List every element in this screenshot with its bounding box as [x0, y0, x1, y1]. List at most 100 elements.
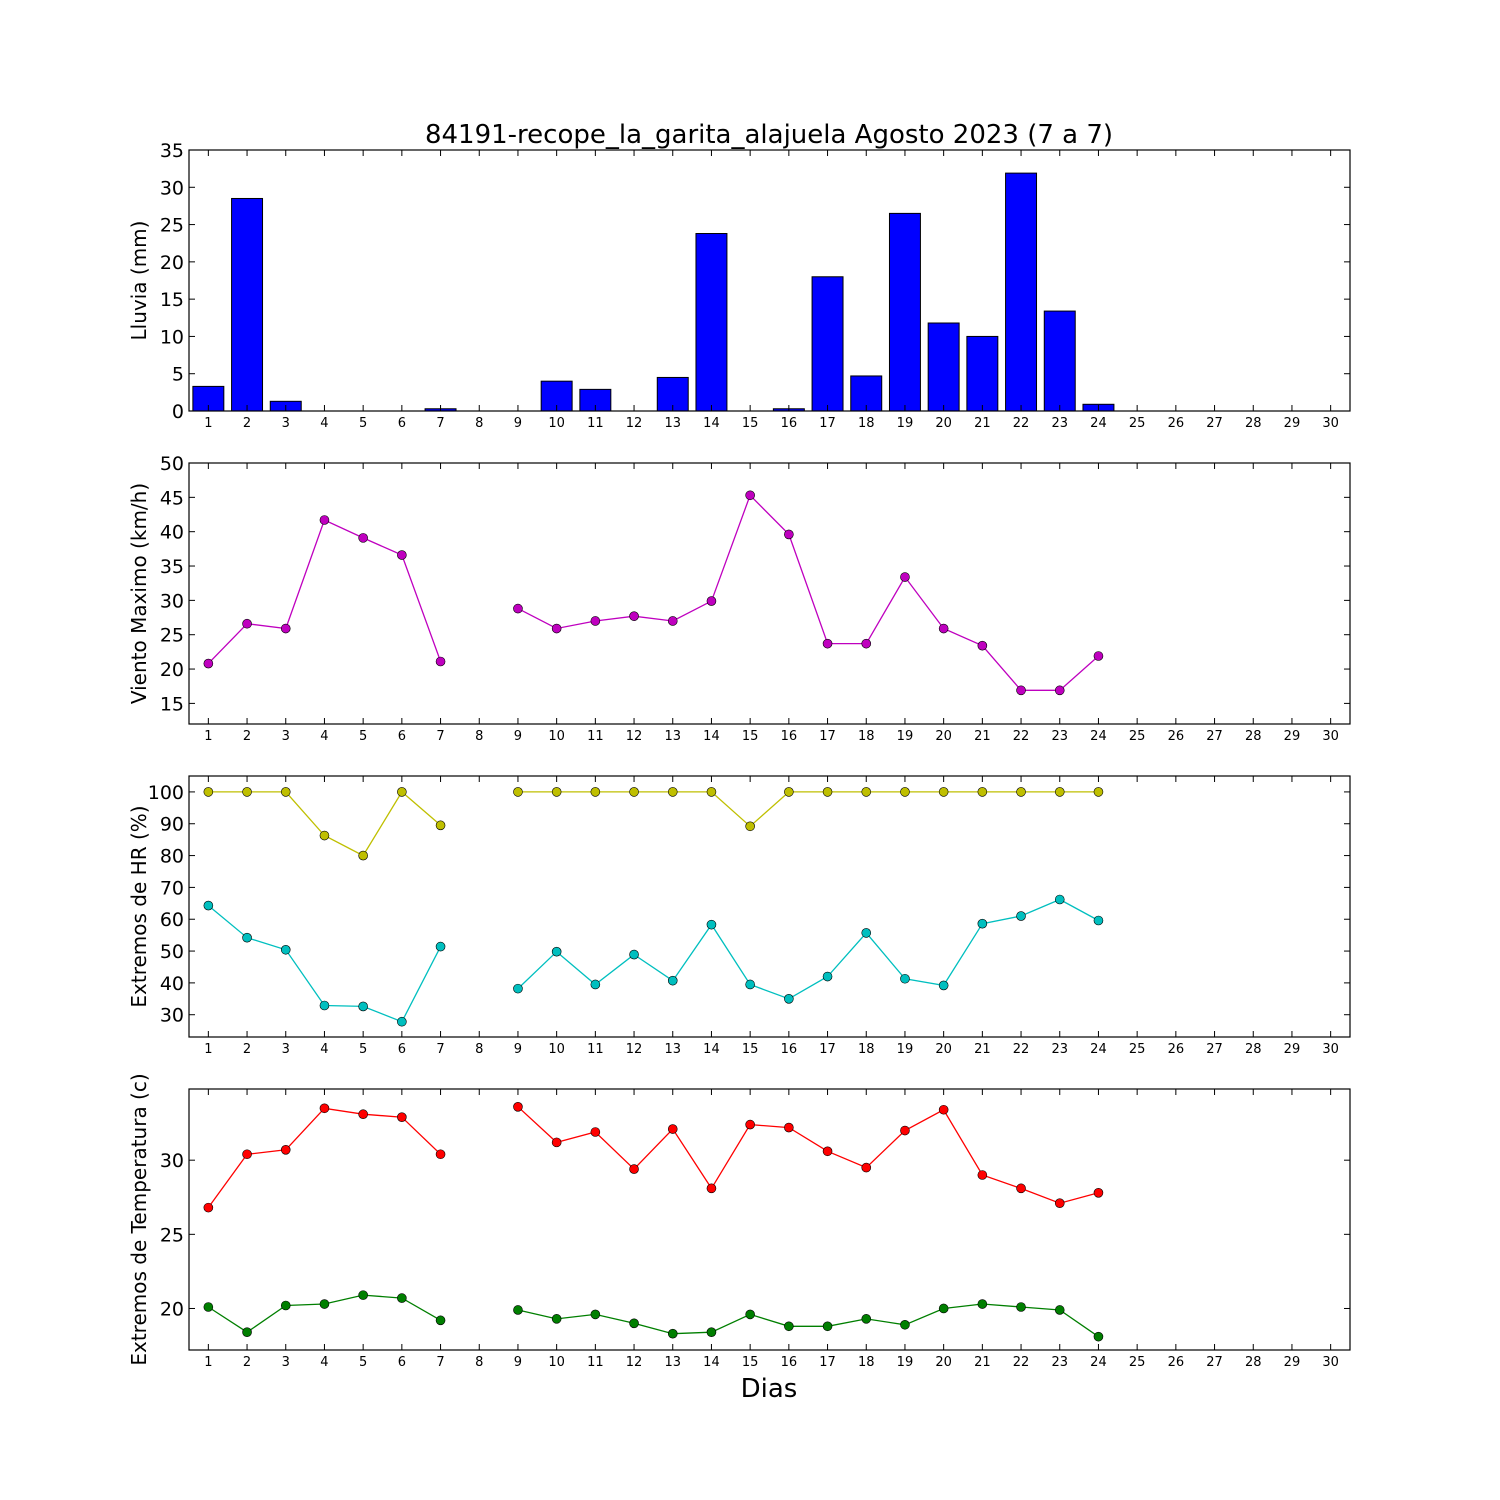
x-tick-label: 6 — [398, 416, 406, 431]
x-tick-label: 25 — [1129, 1042, 1146, 1057]
x-tick-label: 6 — [398, 729, 406, 744]
data-point — [784, 1321, 794, 1332]
x-tick-label: 7 — [436, 1042, 444, 1057]
data-point — [629, 1164, 639, 1174]
x-tick-label: 17 — [819, 416, 836, 431]
data-point — [977, 918, 988, 929]
data-point — [590, 1309, 601, 1320]
y-tick-label: 30 — [160, 590, 184, 612]
x-tick-label: 22 — [1013, 416, 1030, 431]
x-tick-label: 28 — [1245, 729, 1262, 744]
temperature-axes-frame — [188, 1088, 1351, 1351]
rain-axes-frame — [188, 149, 1351, 412]
data-point — [551, 787, 562, 797]
data-point — [900, 1125, 910, 1136]
temperature-series-1-line — [517, 1303, 1099, 1338]
x-tick-label: 17 — [819, 729, 836, 744]
x-tick-label: 12 — [626, 1355, 643, 1370]
x-tick-label: 19 — [897, 1042, 914, 1057]
x-tick-label: 24 — [1090, 416, 1107, 431]
data-point — [319, 830, 330, 841]
data-point — [590, 616, 601, 626]
data-point — [706, 596, 717, 606]
x-tick-label: 28 — [1245, 1355, 1262, 1370]
data-point — [667, 616, 678, 626]
x-tick-label: 20 — [935, 729, 952, 744]
x-tick-label: 24 — [1090, 729, 1107, 744]
x-tick-label: 4 — [320, 1355, 328, 1370]
data-point — [667, 975, 678, 986]
data-point — [667, 787, 678, 797]
data-point — [1093, 915, 1104, 926]
data-point — [938, 623, 949, 634]
x-tick-label: 8 — [475, 729, 483, 744]
y-tick-label: 40 — [160, 522, 184, 544]
data-point — [513, 787, 523, 797]
data-point — [667, 1124, 678, 1134]
temperature-series-0-line — [517, 1106, 1099, 1204]
data-point — [358, 1290, 368, 1300]
x-tick-label: 12 — [626, 729, 643, 744]
y-tick-label: 70 — [160, 877, 184, 899]
x-tick-label: 17 — [819, 1042, 836, 1057]
x-tick-label: 14 — [703, 416, 720, 431]
x-tick-label: 11 — [587, 1042, 604, 1057]
x-tick-label: 24 — [1090, 1042, 1107, 1057]
data-point — [977, 640, 988, 651]
x-tick-label: 11 — [587, 1355, 604, 1370]
data-point — [706, 1183, 717, 1194]
data-point — [280, 944, 291, 955]
data-point — [900, 572, 910, 582]
x-tick-label: 2 — [243, 1042, 251, 1057]
data-point — [590, 979, 601, 990]
x-tick-label: 15 — [742, 416, 759, 431]
bar — [695, 233, 728, 411]
y-tick-label: 30 — [160, 177, 184, 199]
data-point — [242, 1149, 252, 1160]
data-point — [513, 1101, 523, 1112]
x-tick-label: 18 — [858, 1042, 875, 1057]
data-point — [629, 1318, 639, 1329]
y-tick-label: 60 — [160, 909, 184, 931]
y-tick-label: 35 — [160, 556, 184, 578]
x-tick-label: 12 — [626, 1042, 643, 1057]
x-tick-label: 13 — [664, 416, 681, 431]
data-point — [1016, 1183, 1026, 1194]
data-point — [977, 787, 988, 797]
x-tick-label: 8 — [475, 1355, 483, 1370]
data-point — [629, 611, 639, 621]
x-tick-label: 30 — [1322, 1042, 1339, 1057]
x-tick-label: 18 — [858, 416, 875, 431]
wind-axes-frame — [188, 462, 1351, 725]
x-tick-label: 1 — [204, 416, 212, 431]
x-tick-label: 10 — [548, 1042, 565, 1057]
y-tick-label: 10 — [160, 326, 184, 348]
x-tick-label: 23 — [1051, 416, 1068, 431]
x-tick-label: 6 — [398, 1042, 406, 1057]
x-tick-label: 30 — [1322, 729, 1339, 744]
data-point — [1016, 911, 1026, 921]
x-tick-label: 24 — [1090, 1355, 1107, 1370]
x-tick-label: 7 — [436, 1355, 444, 1370]
data-point — [358, 1109, 368, 1120]
data-point — [745, 979, 755, 990]
data-point — [784, 994, 794, 1004]
humidity-series-0-line — [518, 791, 1099, 828]
data-point — [242, 787, 252, 797]
data-point — [977, 1299, 988, 1309]
x-tick-label: 4 — [320, 1042, 328, 1057]
x-tick-label: 11 — [587, 416, 604, 431]
data-point — [1054, 1198, 1065, 1208]
x-tick-label: 5 — [359, 729, 367, 744]
data-point — [319, 1103, 330, 1114]
data-point — [358, 850, 368, 861]
data-point — [861, 928, 872, 938]
data-point — [1016, 685, 1026, 696]
x-tick-label: 29 — [1284, 729, 1301, 744]
humidity-y-axis-label: Extremos de HR (%) — [127, 805, 151, 1007]
data-point — [822, 1146, 833, 1157]
x-tick-label: 27 — [1206, 729, 1223, 744]
